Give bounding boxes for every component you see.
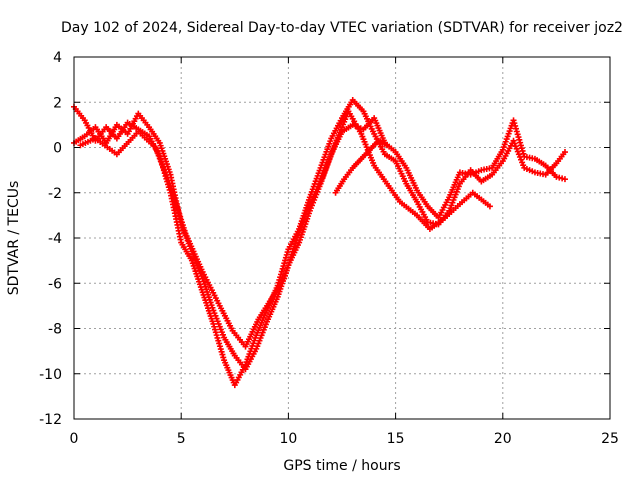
series-trace-b <box>71 110 568 373</box>
y-tick-label: 2 <box>53 95 62 111</box>
y-tick-label: -2 <box>48 186 62 202</box>
x-tick-label: 0 <box>70 431 79 447</box>
series-trace-a <box>71 96 568 389</box>
y-tick-label: -6 <box>48 276 62 292</box>
data-point-marker <box>561 149 568 156</box>
chart-title: Day 102 of 2024, Sidereal Day-to-day VTE… <box>61 20 623 36</box>
x-tick-label: 5 <box>177 431 186 447</box>
y-axis-title: SDTVAR / TECUs <box>6 181 22 296</box>
y-tick-label: 4 <box>53 50 62 66</box>
x-tick-label: 10 <box>279 431 297 447</box>
y-tick-label: -12 <box>39 412 62 428</box>
series-trace-d <box>332 137 391 196</box>
data-series <box>71 96 568 389</box>
x-axis-title: GPS time / hours <box>283 458 400 474</box>
y-tick-label: -10 <box>39 367 62 383</box>
series-trace-c <box>77 108 493 350</box>
y-tick-label: 0 <box>53 141 62 157</box>
grid-lines <box>74 57 610 419</box>
y-tick-label: -4 <box>48 231 62 247</box>
data-point-marker <box>486 203 493 210</box>
x-tick-label: 15 <box>387 431 405 447</box>
x-tick-label: 25 <box>601 431 619 447</box>
data-point-marker <box>561 176 568 183</box>
data-point-marker <box>384 142 391 149</box>
y-tick-label: -8 <box>48 322 62 338</box>
x-tick-label: 20 <box>494 431 512 447</box>
